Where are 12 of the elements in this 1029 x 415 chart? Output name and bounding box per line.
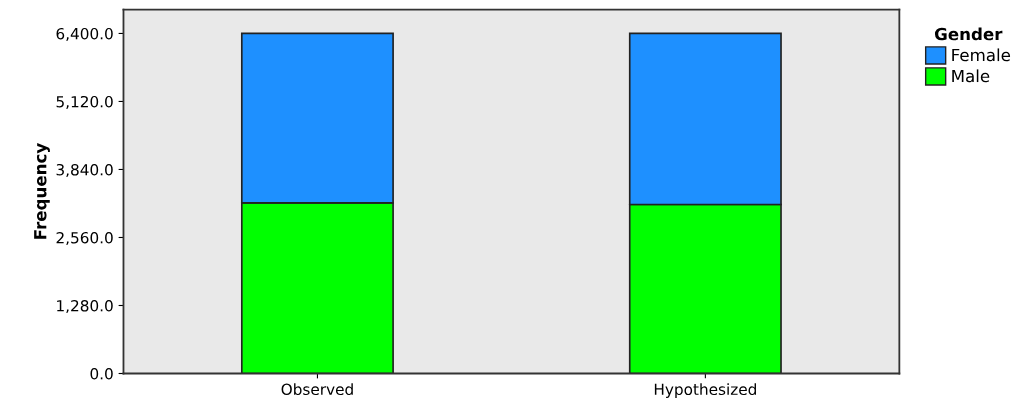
legend-label: Female bbox=[952, 48, 1011, 62]
legend-label: Male bbox=[952, 69, 990, 83]
x-tick-label: Hypothesized bbox=[654, 383, 756, 399]
y-tick-label: 1,280.0 bbox=[57, 299, 113, 314]
y-axis-title: Frequency bbox=[34, 143, 50, 239]
y-tick-label: 5,120.0 bbox=[56, 95, 113, 110]
y-tick-label: 0.0 bbox=[90, 367, 113, 380]
y-tick-label: 6,400.0 bbox=[56, 27, 113, 42]
y-tick-label: 3,840.0 bbox=[56, 163, 113, 178]
y-tick-label: 2,560.0 bbox=[56, 231, 113, 246]
legend-title: Gender bbox=[934, 27, 1003, 41]
x-tick-label: Observed bbox=[281, 383, 353, 396]
